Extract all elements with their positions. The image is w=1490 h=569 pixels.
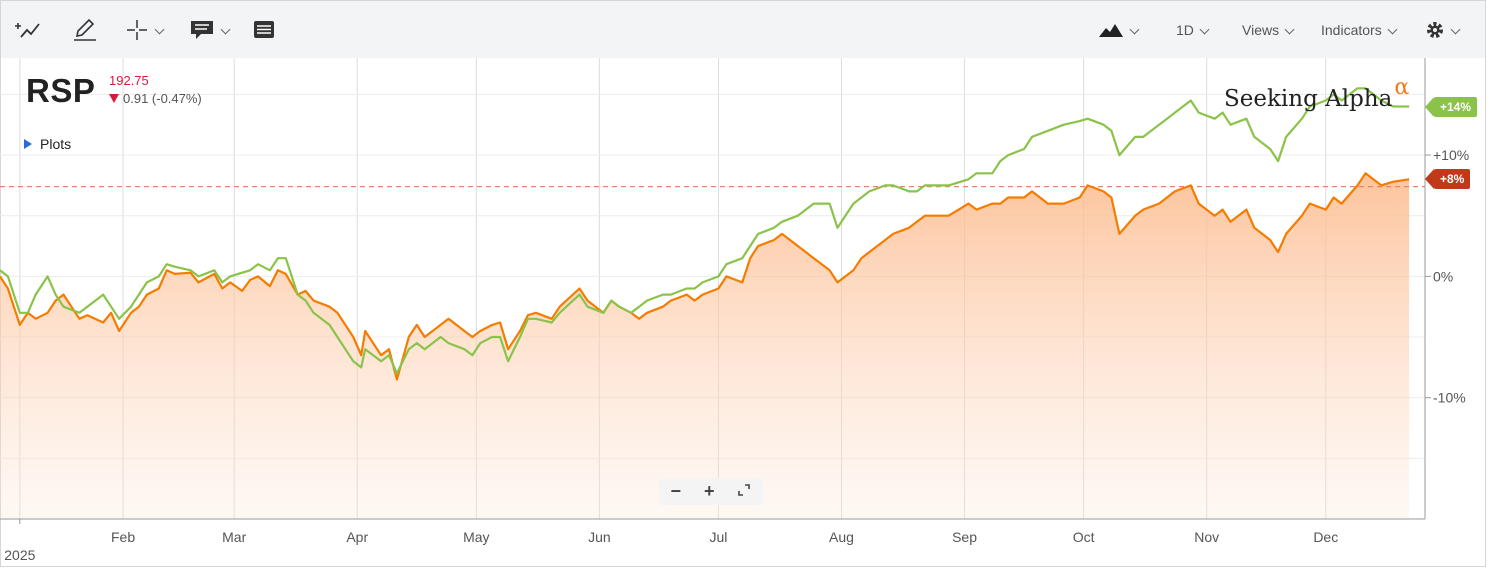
x-tick-label: Jul xyxy=(710,529,728,545)
period-selector[interactable]: 1D xyxy=(1176,15,1210,45)
plots-toggle[interactable]: Plots xyxy=(24,136,71,152)
x-tick-label: Dec xyxy=(1313,529,1338,545)
comment-icon[interactable] xyxy=(189,15,231,45)
green-series-badge: +14% xyxy=(1424,96,1478,117)
price-change: 0.91 (-0.47%) xyxy=(109,91,202,106)
expand-triangle-icon xyxy=(24,139,32,149)
x-tick-label: Nov xyxy=(1194,529,1219,545)
toolbar: 1D Views Indicators xyxy=(1,1,1485,58)
indicators-label: Indicators xyxy=(1321,22,1382,38)
pencil-icon[interactable] xyxy=(72,15,98,45)
views-menu[interactable]: Views xyxy=(1242,15,1295,45)
x-tick-label: Sep xyxy=(952,529,977,545)
period-label: 1D xyxy=(1176,22,1194,38)
gear-icon[interactable] xyxy=(1425,15,1461,45)
y-tick-label: 0% xyxy=(1433,268,1453,284)
x-tick-label: Mar xyxy=(222,529,246,545)
down-arrow-icon xyxy=(109,94,119,103)
zoom-in-button[interactable]: + xyxy=(703,481,715,501)
x-tick-label: Oct xyxy=(1073,529,1095,545)
mountain-chart-icon[interactable] xyxy=(1098,15,1140,45)
crosshair-icon[interactable] xyxy=(125,15,165,45)
ticker-symbol: RSP xyxy=(26,72,96,109)
x-tick-label: Aug xyxy=(829,529,854,545)
draw-trend-icon[interactable] xyxy=(13,15,41,45)
logo-text: Seeking Alpha xyxy=(1224,86,1393,112)
price-change-text: 0.91 (-0.47%) xyxy=(123,91,202,106)
zoom-out-button[interactable]: − xyxy=(670,481,681,501)
y-tick-label: +10% xyxy=(1433,147,1469,163)
y-tick-label: -10% xyxy=(1433,390,1466,406)
series-line-orange xyxy=(0,172,1410,381)
zoom-controls: − + xyxy=(659,478,763,505)
last-price: 192.75 xyxy=(109,73,149,88)
x-tick-label: May xyxy=(463,529,489,545)
views-label: Views xyxy=(1242,22,1280,38)
alpha-glyph: α xyxy=(1394,75,1410,100)
x-tick-label: Apr xyxy=(346,529,368,545)
x-tick-label: Feb xyxy=(111,529,135,545)
indicators-menu[interactable]: Indicators xyxy=(1321,15,1398,45)
x-tick-label: Jun xyxy=(588,529,611,545)
plots-label: Plots xyxy=(40,136,72,152)
series-area-orange xyxy=(0,173,1410,520)
x-year-label: 2025 xyxy=(4,547,35,563)
news-icon[interactable] xyxy=(252,15,276,45)
expand-icon[interactable] xyxy=(737,481,751,502)
series-line-green xyxy=(0,87,1410,375)
orange-series-badge: +8% xyxy=(1424,169,1471,190)
seeking-alpha-logo: Seeking Alphaα xyxy=(1224,75,1409,112)
